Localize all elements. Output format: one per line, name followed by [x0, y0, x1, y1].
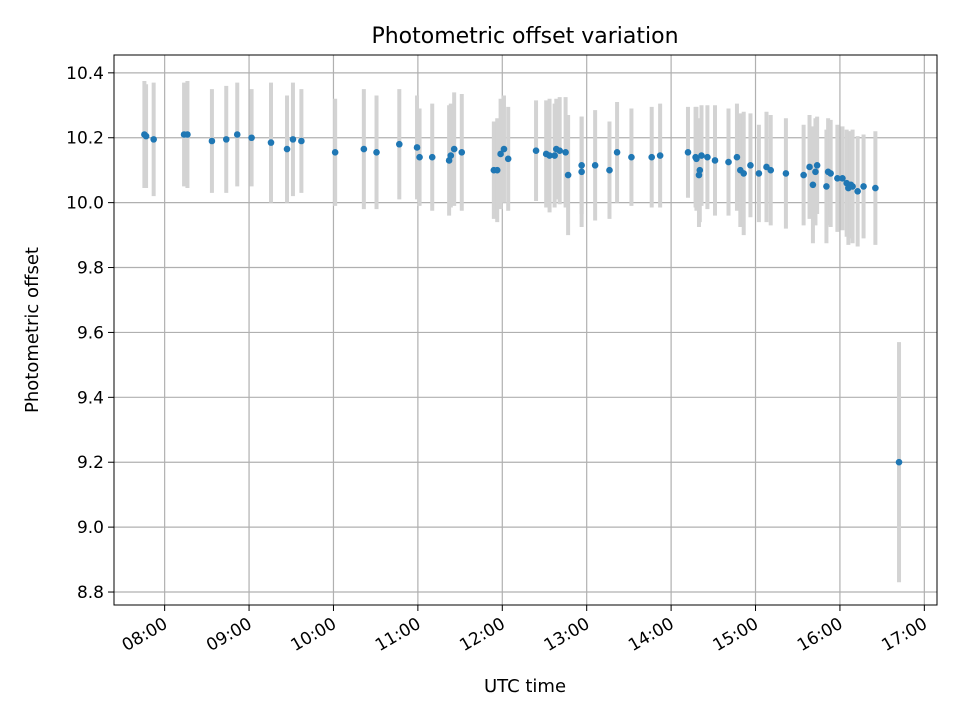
data-point: [823, 183, 830, 190]
data-point: [447, 152, 454, 159]
data-point: [551, 152, 558, 159]
data-point: [697, 167, 704, 174]
data-point: [562, 149, 569, 156]
data-point: [810, 181, 817, 188]
chart-title: Photometric offset variation: [371, 24, 678, 49]
data-point: [854, 188, 861, 195]
y-tick-label: 10.0: [66, 194, 104, 214]
data-point: [814, 162, 821, 169]
data-point: [556, 147, 563, 154]
data-point: [578, 169, 585, 176]
data-point: [827, 170, 834, 177]
data-point: [872, 185, 879, 192]
data-point: [685, 149, 692, 156]
data-point: [812, 169, 819, 176]
data-point: [657, 152, 664, 159]
y-tick-label: 9.4: [77, 388, 104, 408]
y-axis-label: Photometric offset: [22, 247, 43, 413]
data-point: [268, 139, 275, 146]
data-point: [698, 152, 705, 159]
data-point: [806, 164, 813, 171]
y-tick-label: 10.2: [66, 129, 104, 149]
data-point: [209, 138, 216, 145]
data-point: [896, 459, 903, 466]
data-point: [592, 162, 599, 169]
data-point: [150, 136, 157, 143]
data-point: [725, 159, 732, 166]
y-tick-label: 9.8: [77, 259, 104, 279]
data-point: [783, 170, 790, 177]
data-point: [332, 149, 339, 156]
data-point: [396, 141, 403, 148]
data-point: [533, 147, 540, 154]
data-point: [849, 183, 856, 190]
y-tick-label: 10.4: [66, 64, 104, 84]
data-point: [740, 170, 747, 177]
x-axis-label: UTC time: [484, 676, 566, 697]
data-point: [361, 146, 368, 153]
data-point: [565, 172, 572, 179]
data-point: [800, 172, 807, 179]
data-point: [756, 170, 763, 177]
chart: 08:00 09:00 10:00 11:00 12:00 13:00 14:00 15:00…: [0, 0, 960, 720]
y-tick-label: 9.0: [77, 518, 104, 538]
data-point: [501, 146, 508, 153]
data-point: [712, 157, 719, 164]
data-point: [648, 154, 655, 161]
data-point: [458, 149, 465, 156]
data-point: [451, 146, 458, 153]
data-point: [767, 167, 774, 174]
y-tick-label: 9.2: [77, 453, 104, 473]
y-tick-label: 8.8: [77, 583, 104, 603]
data-point: [734, 154, 741, 161]
data-point: [373, 149, 380, 156]
data-point: [860, 183, 867, 190]
data-point: [628, 154, 635, 161]
data-point: [223, 136, 230, 143]
data-point: [429, 154, 436, 161]
data-point: [578, 162, 585, 169]
data-point: [416, 154, 423, 161]
data-point: [614, 149, 621, 156]
data-point: [704, 154, 711, 161]
data-point: [505, 156, 512, 163]
data-point: [143, 133, 150, 140]
y-tick-label: 9.6: [77, 323, 104, 343]
data-point: [606, 167, 613, 174]
data-point: [298, 138, 305, 145]
data-point: [290, 136, 297, 143]
data-point: [248, 134, 255, 141]
data-point: [414, 144, 421, 151]
data-point: [284, 146, 291, 153]
data-point: [184, 131, 191, 138]
data-point: [234, 131, 241, 138]
data-point: [494, 167, 501, 174]
data-point: [747, 162, 754, 169]
